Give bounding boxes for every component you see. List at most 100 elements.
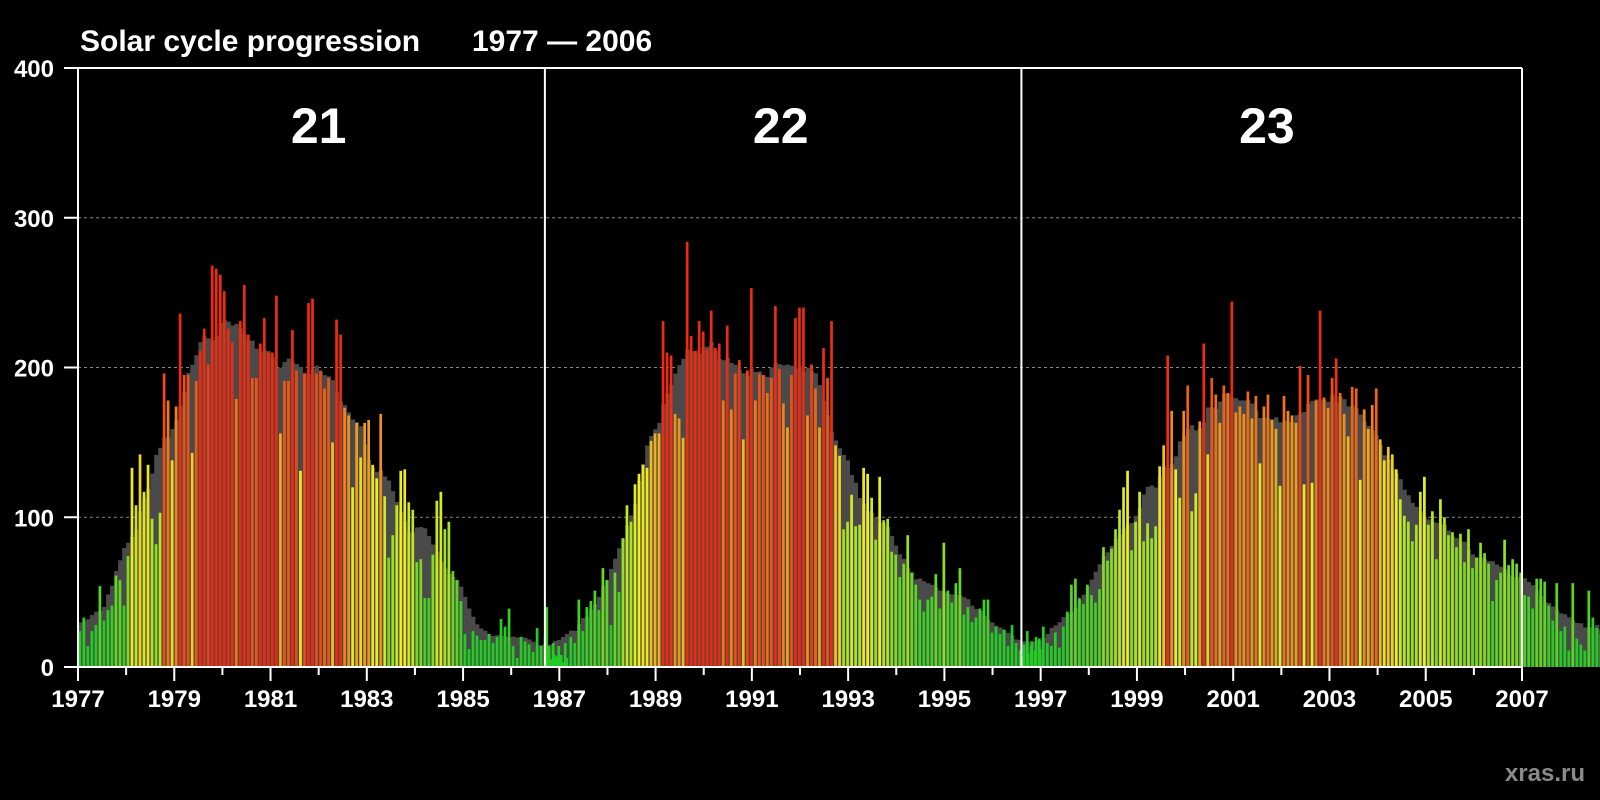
sunspot-bar <box>565 658 569 667</box>
sunspot-bar <box>154 544 158 667</box>
sunspot-bar <box>1286 410 1290 667</box>
sunspot-bar <box>898 577 902 667</box>
sunspot-bar <box>94 625 98 667</box>
sunspot-bar <box>1559 631 1563 667</box>
sunspot-bar <box>593 590 597 667</box>
sunspot-bar <box>553 655 557 667</box>
sunspot-bar <box>1170 410 1174 667</box>
sunspot-bar <box>661 321 665 667</box>
smoothed-bar <box>548 646 554 667</box>
sunspot-bar <box>645 467 649 667</box>
sunspot-bar <box>842 529 845 667</box>
sunspot-bar <box>982 599 986 667</box>
sunspot-bar <box>966 607 970 667</box>
chart-title-range: 1977 — 2006 <box>472 25 652 58</box>
sunspot-bar <box>998 634 1002 667</box>
sunspot-bar <box>503 626 507 667</box>
sunspot-bar <box>186 374 190 667</box>
sunspot-bar <box>363 422 366 667</box>
sunspot-bar <box>978 608 982 667</box>
sunspot-bar <box>954 583 958 667</box>
sunspot-bar <box>1563 626 1567 667</box>
smoothed-bar <box>609 568 614 667</box>
sunspot-bar <box>451 571 455 667</box>
sunspot-bar <box>182 374 186 667</box>
sunspot-bar <box>1322 397 1326 667</box>
sunspot-bar <box>721 400 725 667</box>
sunspot-bar <box>351 487 354 667</box>
sunspot-bar <box>1006 646 1010 667</box>
sunspot-bar <box>1495 580 1498 667</box>
sunspot-bar <box>830 321 833 667</box>
sunspot-bar <box>134 505 138 667</box>
sunspot-bar <box>267 352 270 667</box>
sunspot-bar <box>555 656 559 667</box>
sunspot-bar <box>697 321 701 667</box>
sunspot-bar <box>1126 470 1129 667</box>
sunspot-bar <box>790 374 793 667</box>
sunspot-bar <box>1070 584 1073 667</box>
sunspot-bar <box>102 620 106 667</box>
sunspot-bar <box>1186 385 1190 667</box>
sunspot-bar <box>122 605 126 667</box>
sunspot-bar <box>1587 590 1591 667</box>
sunspot-bar <box>463 634 467 667</box>
sunspot-bar <box>82 617 86 667</box>
sunspot-bar <box>1467 529 1470 667</box>
sunspot-bar <box>890 551 894 667</box>
x-tick-label: 2007 <box>1495 686 1548 713</box>
sunspot-bar <box>854 526 857 667</box>
sunspot-bar <box>942 542 946 667</box>
smoothed-bar <box>463 596 468 667</box>
x-tick-label: 2005 <box>1399 686 1452 713</box>
sunspot-bar <box>737 360 741 667</box>
sunspot-bar <box>1443 517 1446 667</box>
sunspot-bar <box>1158 466 1162 667</box>
sunspot-bar <box>130 467 134 667</box>
sunspot-bar <box>455 580 459 667</box>
cycle-label: 23 <box>1239 98 1295 154</box>
sunspot-bar <box>515 658 519 667</box>
x-tick-label: 1989 <box>629 686 682 713</box>
sunspot-bar <box>202 328 206 667</box>
sunspot-bar <box>926 599 930 667</box>
sunspot-bar <box>685 241 689 667</box>
sunspot-bar <box>1451 532 1454 667</box>
sunspot-bar <box>166 400 170 667</box>
sunspot-bar <box>577 599 581 667</box>
sunspot-bar <box>174 406 178 667</box>
sunspot-bar <box>914 584 918 667</box>
sunspot-bar <box>411 509 415 667</box>
sunspot-bar <box>226 328 230 667</box>
sunspot-bar <box>782 403 785 667</box>
sunspot-bar <box>343 407 346 667</box>
sunspot-bar <box>395 505 399 667</box>
sunspot-bar <box>1362 409 1366 667</box>
sunspot-bar <box>287 380 290 667</box>
sunspot-bar <box>1226 392 1230 667</box>
sunspot-bar <box>625 505 629 667</box>
sunspot-bar <box>254 377 258 667</box>
sunspot-bar <box>814 388 817 667</box>
sunspot-bar <box>794 318 797 667</box>
sunspot-bar <box>974 617 978 667</box>
sunspot-bar <box>906 535 910 667</box>
sunspot-bar <box>802 307 805 667</box>
sunspot-bar <box>1523 595 1527 667</box>
sunspot-bar <box>1238 406 1242 667</box>
x-tick-label: 1995 <box>918 686 971 713</box>
sunspot-bar <box>1483 553 1486 667</box>
sunspot-bar <box>563 643 567 667</box>
sunspot-bar <box>198 351 202 667</box>
sunspot-bar <box>1519 572 1523 667</box>
sunspot-bar <box>206 364 210 667</box>
sunspot-bar <box>641 464 645 667</box>
sunspot-bar <box>1021 656 1025 667</box>
sunspot-bar <box>1491 601 1494 667</box>
sunspot-bar <box>90 631 94 667</box>
sunspot-bar <box>970 622 974 667</box>
sunspot-bar <box>1049 646 1053 667</box>
sunspot-bar <box>569 637 573 667</box>
sunspot-bar <box>319 370 322 667</box>
sunspot-bar <box>1555 583 1559 667</box>
